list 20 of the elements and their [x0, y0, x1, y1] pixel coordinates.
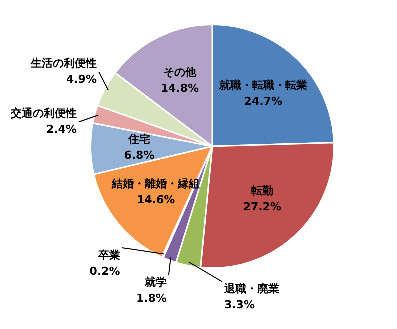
data-label: 2.4%	[46, 122, 77, 136]
slice-label: 結婚・離婚・縁組	[111, 178, 200, 191]
data-label: 27.2%	[243, 200, 282, 214]
slice-label: 住宅	[127, 132, 150, 146]
slice-label: その他	[163, 66, 198, 79]
data-label: 1.8%	[136, 292, 167, 305]
data-label: 14.6%	[136, 194, 176, 207]
slice-label: 退職・廃業	[223, 282, 280, 296]
data-label: 4.9%	[66, 72, 97, 86]
slice-label: 転勤	[250, 184, 274, 198]
data-label: 3.3%	[224, 298, 255, 312]
data-label: 6.8%	[124, 148, 155, 162]
data-label: 24.7%	[244, 94, 282, 108]
slice-label: 就学	[144, 276, 167, 289]
data-label: 0.2%	[90, 264, 120, 278]
slice-label: 生活の利便性	[30, 56, 97, 70]
slice-label: 就職・転職・転業	[218, 78, 308, 92]
slice-label: 交通の利便性	[10, 106, 77, 120]
slice-label: 卒業	[97, 248, 120, 262]
data-label: 14.8%	[160, 82, 200, 95]
